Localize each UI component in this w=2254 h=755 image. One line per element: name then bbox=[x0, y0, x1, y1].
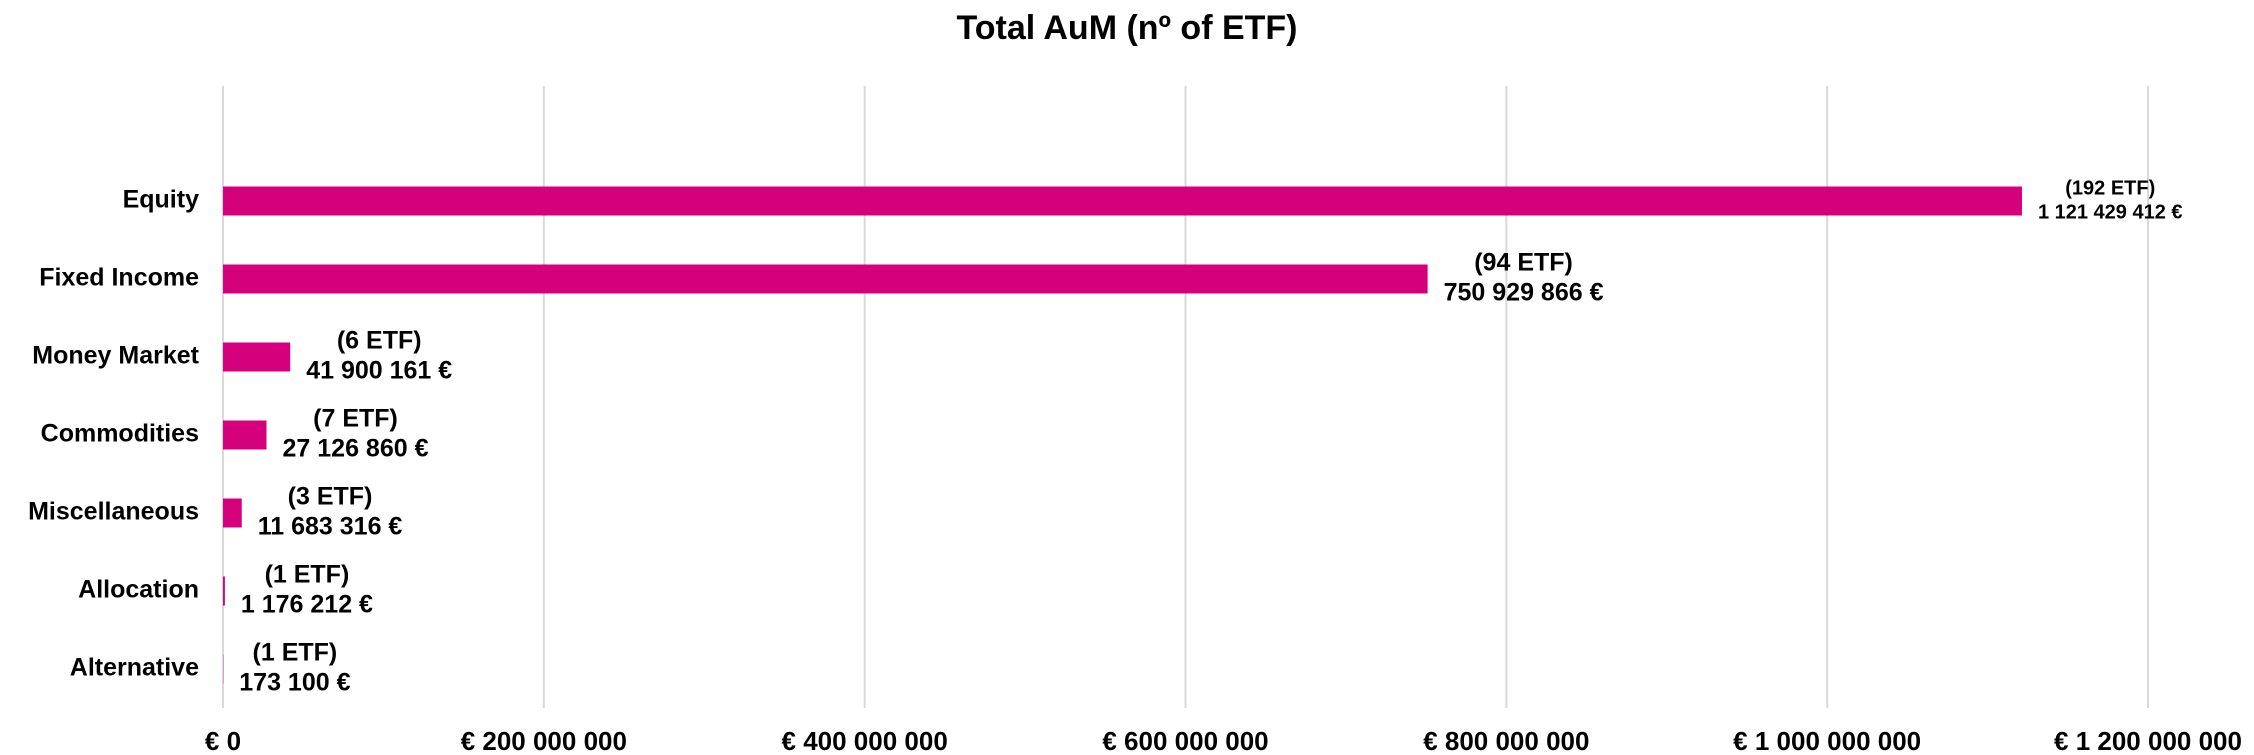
data-label: 1 121 429 412 € bbox=[2038, 201, 2183, 223]
x-tick-label: € 800 000 000 bbox=[1423, 726, 1589, 755]
y-tick-label: Alternative bbox=[70, 654, 199, 682]
data-label: 27 126 860 € bbox=[283, 435, 429, 463]
bar bbox=[223, 420, 267, 450]
y-tick-label: Commodities bbox=[41, 420, 199, 448]
bar bbox=[223, 498, 242, 528]
data-label: (3 ETF) bbox=[288, 483, 373, 511]
data-label: (6 ETF) bbox=[337, 327, 422, 355]
data-label: 750 929 866 € bbox=[1444, 279, 1604, 307]
data-label: (94 ETF) bbox=[1474, 249, 1573, 277]
x-tick-label: € 400 000 000 bbox=[782, 726, 948, 755]
y-tick-label: Money Market bbox=[32, 342, 199, 370]
data-label: (1 ETF) bbox=[253, 639, 338, 667]
x-tick-label: € 0 bbox=[205, 726, 241, 755]
x-tick-label: € 600 000 000 bbox=[1102, 726, 1268, 755]
y-tick-label: Equity bbox=[123, 186, 199, 214]
data-label: (7 ETF) bbox=[313, 405, 398, 433]
x-tick-label: € 1 200 000 000 bbox=[2054, 726, 2242, 755]
data-label: 41 900 161 € bbox=[306, 357, 452, 385]
data-label: 1 176 212 € bbox=[241, 591, 373, 619]
bar bbox=[223, 342, 291, 372]
x-tick-label: € 200 000 000 bbox=[461, 726, 627, 755]
x-tick-label: € 1 000 000 000 bbox=[1733, 726, 1921, 755]
bar bbox=[223, 186, 2022, 216]
data-label: (1 ETF) bbox=[265, 561, 350, 589]
chart-title: Total AuM (nº of ETF) bbox=[957, 9, 1298, 47]
data-label: (192 ETF) bbox=[2065, 177, 2155, 199]
y-tick-label: Miscellaneous bbox=[28, 498, 199, 526]
bar bbox=[223, 264, 1428, 294]
data-label: 11 683 316 € bbox=[258, 513, 403, 541]
data-label: 173 100 € bbox=[239, 669, 350, 697]
y-tick-label: Fixed Income bbox=[39, 264, 199, 292]
y-tick-label: Allocation bbox=[78, 576, 199, 604]
bar bbox=[223, 576, 225, 606]
